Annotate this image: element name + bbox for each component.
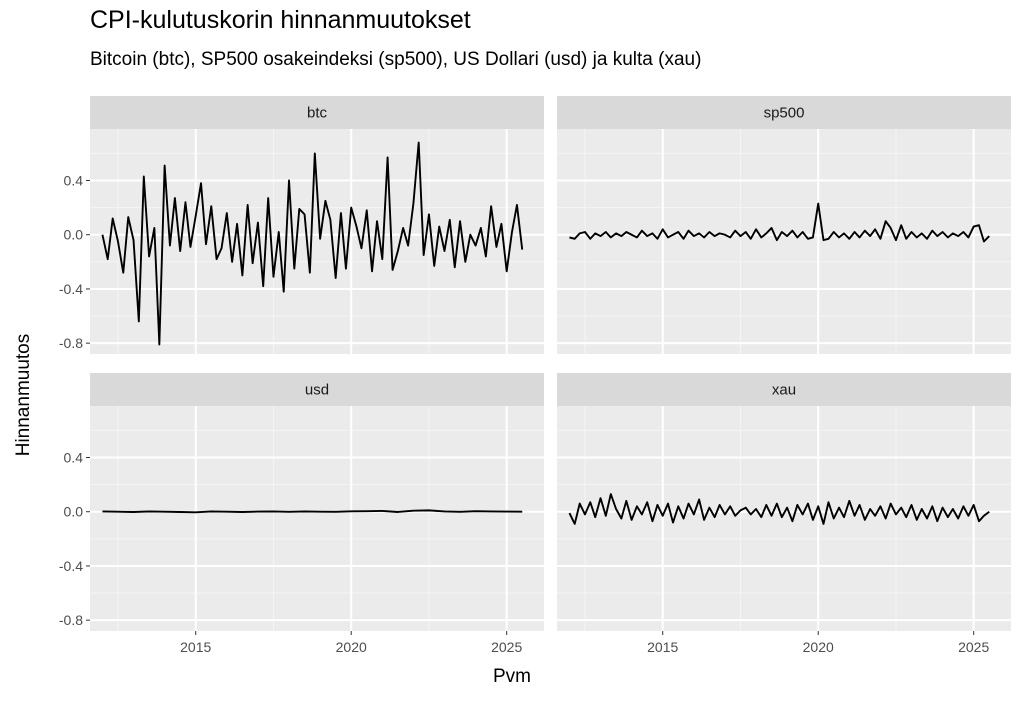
y-tick-label: -0.8 <box>59 612 83 628</box>
facet-strip-sp500 <box>557 96 1011 129</box>
x-tick-label: 2025 <box>958 639 989 655</box>
panel-background <box>557 406 1011 631</box>
y-tick-label: -0.4 <box>59 558 83 574</box>
y-tick-label: -0.8 <box>59 335 83 351</box>
panel-background <box>557 129 1011 354</box>
series-line-btc <box>101 141 524 346</box>
x-tick-label: 2020 <box>803 639 834 655</box>
panel-background <box>90 406 544 631</box>
facet-strip-label: btc <box>307 105 328 122</box>
y-tick-label: 0.4 <box>64 450 84 466</box>
facet-strip-label: sp500 <box>764 105 805 122</box>
y-tick-label: 0.0 <box>64 227 84 243</box>
chart-subtitle: Bitcoin (btc), SP500 osakeindeksi (sp500… <box>90 49 702 70</box>
x-tick-label: 2015 <box>180 639 211 655</box>
x-tick-label: 2020 <box>336 639 367 655</box>
facet-strip-usd <box>90 373 544 406</box>
y-tick-label: -0.4 <box>59 281 83 297</box>
series-line-sp500 <box>569 202 990 243</box>
y-tick-label: 0.0 <box>64 504 84 520</box>
chart-title: CPI-kulutuskorin hinnanmuutokset <box>90 6 471 34</box>
series-line-usd <box>102 509 523 514</box>
x-axis-label: Pvm <box>493 666 531 687</box>
y-tick-label: 0.4 <box>64 173 84 189</box>
facet-strip-label: usd <box>305 382 329 399</box>
x-tick-label: 2015 <box>647 639 678 655</box>
facet-strip-label: xau <box>772 382 796 399</box>
series-line-xau <box>568 493 990 525</box>
facet-strip-xau <box>557 373 1011 406</box>
facet-strip-btc <box>90 96 544 129</box>
x-tick-label: 2025 <box>491 639 522 655</box>
